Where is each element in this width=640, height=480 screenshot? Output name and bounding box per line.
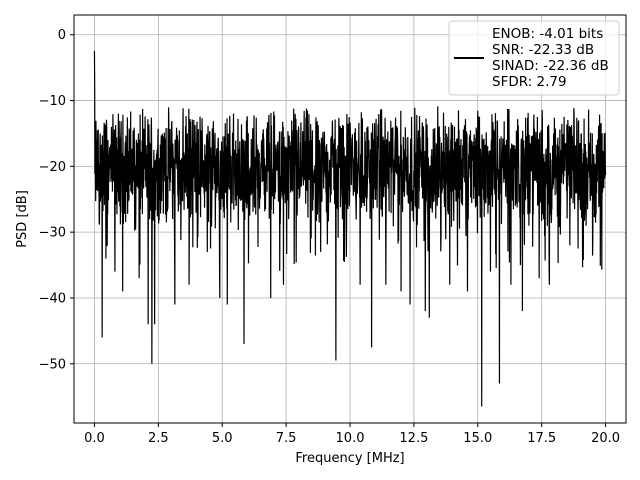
legend-entry-snr: SNR: -22.33 dB [492, 42, 594, 58]
y-tick-label: −40 [39, 291, 66, 306]
y-tick-label: 0 [58, 28, 66, 43]
legend-entry-sinad: SINAD: -22.36 dB [492, 58, 609, 74]
x-tick-label: 12.5 [399, 431, 428, 446]
x-tick-label: 2.5 [148, 431, 169, 446]
y-axis: 0 −10 −20 −30 −40 −50 [39, 28, 74, 372]
psd-series-line [93, 51, 607, 407]
x-axis-label: Frequency [MHz] [295, 451, 404, 466]
x-tick-label: 10.0 [336, 431, 365, 446]
y-axis-label: PSD [dB] [15, 190, 30, 248]
x-tick-label: 0.0 [84, 431, 105, 446]
x-tick-label: 5.0 [212, 431, 233, 446]
legend-entry-enob: ENOB: -4.01 bits [492, 26, 603, 42]
x-tick-label: 17.5 [527, 431, 556, 446]
legend: ENOB: -4.01 bits SNR: -22.33 dB SINAD: -… [448, 20, 620, 96]
y-tick-label: −50 [39, 357, 66, 372]
y-tick-label: −20 [39, 160, 66, 175]
legend-box [448, 20, 620, 96]
x-axis: 0.0 2.5 5.0 7.5 10.0 12.5 15.0 17.5 20.0 [84, 423, 620, 446]
x-tick-label: 15.0 [463, 431, 492, 446]
y-tick-label: −30 [39, 226, 66, 241]
x-tick-label: 7.5 [276, 431, 297, 446]
y-tick-label: −10 [39, 94, 66, 109]
legend-entry-sfdr: SFDR: 2.79 [492, 74, 567, 90]
x-tick-label: 20.0 [591, 431, 620, 446]
